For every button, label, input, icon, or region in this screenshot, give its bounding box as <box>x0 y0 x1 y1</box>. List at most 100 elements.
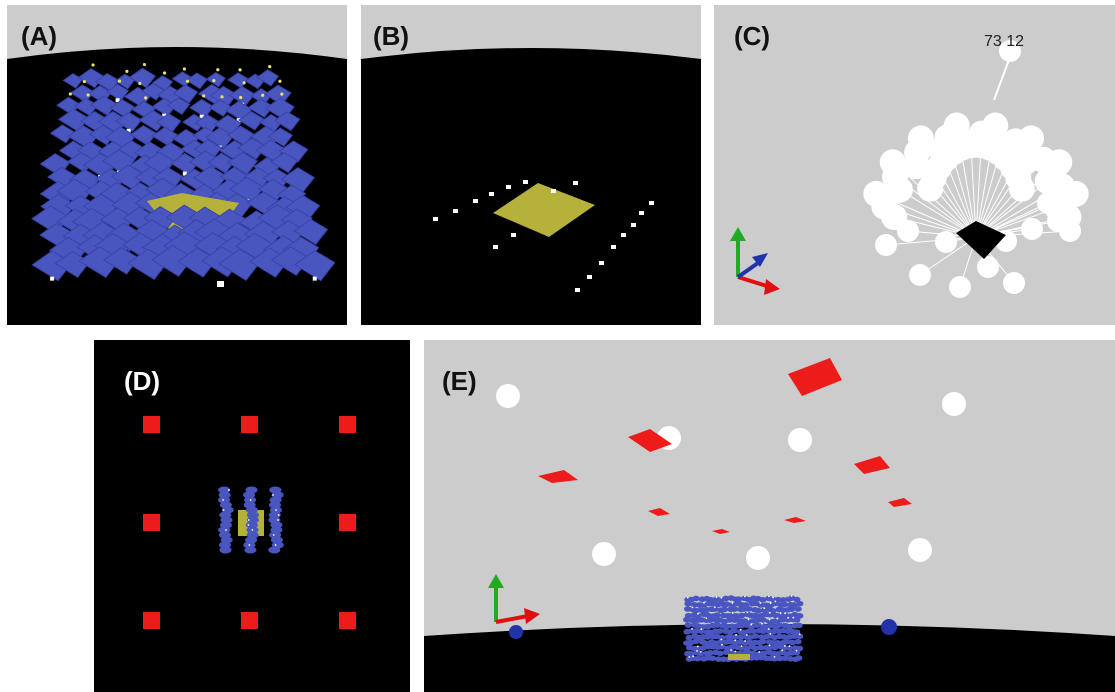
target-surface <box>956 221 1006 259</box>
leaf <box>780 601 789 608</box>
leaf <box>759 596 767 603</box>
leaf <box>711 606 719 612</box>
sensor-point <box>720 638 723 641</box>
sensor-point <box>735 633 737 636</box>
leaf <box>796 613 804 619</box>
sensor-marker <box>433 217 438 221</box>
light-panel <box>788 358 842 396</box>
leaf <box>781 655 789 661</box>
sensor-point <box>745 634 748 636</box>
sensor-point <box>274 544 277 546</box>
leaf <box>796 600 804 607</box>
sensor-point <box>703 601 705 604</box>
leaf <box>246 511 259 519</box>
marker-sphere <box>496 384 520 408</box>
leaf <box>273 111 301 132</box>
marker-sphere <box>943 112 970 139</box>
marker-sphere <box>863 180 890 207</box>
leaf <box>737 634 745 641</box>
sensor-marker <box>649 201 654 205</box>
leaf <box>720 618 729 625</box>
leaf <box>245 521 258 529</box>
sensor-point <box>721 643 723 646</box>
sensor-point <box>248 544 251 546</box>
flower-tip <box>242 81 246 85</box>
leaf <box>703 634 712 640</box>
z-axis-arrow-icon <box>752 253 768 267</box>
leaf <box>270 521 283 529</box>
sensor-point <box>700 628 703 631</box>
sensor-marker <box>631 223 636 227</box>
sensor-point <box>705 617 708 620</box>
leaf <box>793 617 801 623</box>
sensor-marker <box>573 181 578 185</box>
sensor-point <box>774 600 777 603</box>
leaf <box>716 650 724 657</box>
sensor-patch <box>728 654 750 660</box>
leaf <box>293 250 336 282</box>
leaf <box>783 639 791 645</box>
sensor-point <box>747 618 750 621</box>
sensor-point <box>798 633 801 636</box>
sensor-point <box>225 529 227 531</box>
sensor-point <box>787 616 790 619</box>
sensor-marker <box>575 288 580 292</box>
leaf <box>267 127 294 147</box>
light-sources <box>143 416 356 629</box>
marker-sphere <box>982 112 1009 139</box>
sensor-marker <box>217 281 224 287</box>
leaf <box>751 612 760 619</box>
panel-c: (C) 73 12 <box>714 5 1115 325</box>
leaf <box>270 151 299 174</box>
sensor-point <box>783 645 786 647</box>
leaf <box>699 624 707 630</box>
sensor-point <box>247 519 250 521</box>
sensor-point <box>247 524 250 526</box>
leaf <box>244 546 257 554</box>
y-axis-arrow-icon <box>488 574 504 588</box>
marker-sphere <box>1059 220 1081 242</box>
leaf <box>775 622 783 628</box>
light-panel <box>784 517 806 523</box>
plant-canopy <box>683 595 804 663</box>
light-panel <box>628 429 672 452</box>
leaf <box>780 634 788 640</box>
x-axis <box>737 275 771 289</box>
leaf <box>756 602 765 608</box>
sensor-point <box>227 489 230 491</box>
blue-sphere-right <box>881 619 897 635</box>
leaf <box>738 612 746 619</box>
leaf <box>751 645 759 652</box>
sensor-point <box>776 617 779 620</box>
leaf <box>697 628 705 634</box>
leaf <box>754 617 762 623</box>
marker-sphere <box>942 392 966 416</box>
flower-tip <box>82 79 86 84</box>
leaf <box>218 541 231 549</box>
leaf <box>788 639 796 646</box>
leaf <box>765 628 773 634</box>
panel-e: (E) <box>424 340 1115 692</box>
sensor-marker <box>621 233 626 237</box>
ground <box>361 48 701 325</box>
flower-tip <box>144 96 148 100</box>
leaf <box>785 645 794 651</box>
sensor-marker <box>599 261 604 265</box>
light-source <box>143 612 160 629</box>
leaf <box>713 622 721 628</box>
leaf <box>694 655 702 662</box>
panel-b-scene <box>361 5 701 325</box>
sensor-point <box>222 499 225 501</box>
sensor-marker <box>511 233 516 237</box>
leaf <box>793 596 801 603</box>
sensor-marker <box>587 275 592 279</box>
flower-tip <box>68 92 72 96</box>
leaf <box>754 607 763 614</box>
marker-sphere <box>875 234 897 256</box>
leaf <box>226 125 255 146</box>
flower-tip <box>86 93 90 97</box>
x-axis-arrow-icon <box>524 608 540 624</box>
leaf <box>728 623 737 630</box>
ray-line <box>975 159 1044 238</box>
leaf <box>699 645 707 651</box>
